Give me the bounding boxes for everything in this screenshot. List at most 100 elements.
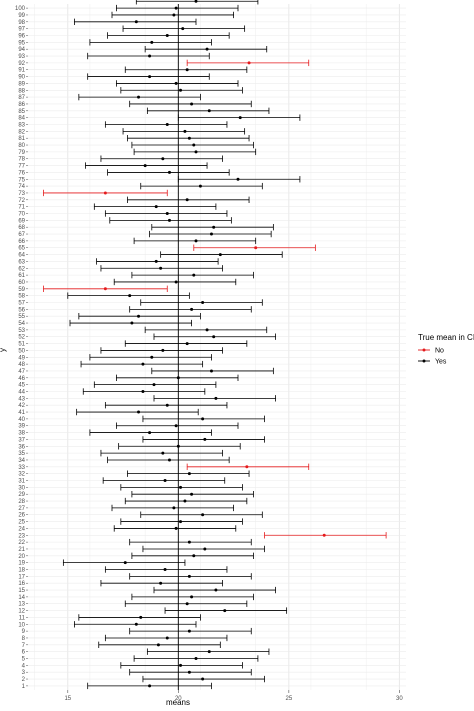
panel-background <box>28 4 406 690</box>
mean-point <box>165 33 169 37</box>
mean-point <box>212 335 216 339</box>
y-tick-label: 56 <box>18 307 25 313</box>
mean-point <box>123 561 127 565</box>
y-tick-label: 13 <box>18 602 25 608</box>
y-tick-label: 21 <box>18 547 25 553</box>
mean-point <box>198 184 202 188</box>
y-tick-label: 20 <box>18 554 25 560</box>
y-tick-label: 93 <box>18 54 25 60</box>
legend-title: True mean in CI <box>418 333 474 342</box>
x-axis: 15 20 25 30 <box>64 690 403 702</box>
y-tick-label: 35 <box>18 451 25 457</box>
mean-point <box>141 390 145 394</box>
legend-key-point <box>422 359 426 363</box>
mean-point <box>190 492 194 496</box>
y-tick-label: 71 <box>18 205 25 211</box>
y-tick-label: 15 <box>18 588 25 594</box>
y-tick-label: 75 <box>18 177 25 183</box>
y-tick-label: 92 <box>18 61 25 67</box>
mean-point <box>176 444 180 448</box>
y-tick-label: 25 <box>18 520 25 526</box>
y-tick-label: 47 <box>18 369 25 375</box>
mean-point <box>214 396 218 400</box>
y-tick-label: 53 <box>18 328 25 334</box>
y-tick-label: 63 <box>18 259 25 265</box>
mean-point <box>174 526 178 530</box>
mean-point <box>163 479 167 483</box>
y-tick-label: 38 <box>18 431 25 437</box>
mean-point <box>167 458 171 462</box>
y-axis-title: y <box>0 348 7 352</box>
y-tick-label: 40 <box>18 417 25 423</box>
legend-label: Yes <box>435 359 447 366</box>
mean-point <box>187 472 191 476</box>
mean-point <box>174 6 178 10</box>
mean-point <box>137 95 141 99</box>
y-tick-label: 42 <box>18 403 25 409</box>
mean-point <box>187 670 191 674</box>
y-tick-label: 37 <box>18 437 25 443</box>
y-tick-label: 64 <box>18 253 25 259</box>
mean-point <box>103 287 107 291</box>
y-tick-label: 94 <box>18 47 25 53</box>
mean-point <box>165 636 169 640</box>
y-tick-label: 36 <box>18 444 25 450</box>
mean-point <box>238 116 242 120</box>
mean-point <box>154 259 158 263</box>
mean-point <box>148 54 152 58</box>
mean-point <box>192 554 196 558</box>
mean-point <box>207 109 211 113</box>
mean-point <box>161 451 165 455</box>
mean-point <box>179 88 183 92</box>
mean-point <box>187 136 191 140</box>
mean-point <box>185 68 189 72</box>
mean-point <box>179 520 183 524</box>
y-tick-label: 17 <box>18 574 25 580</box>
mean-point <box>139 615 143 619</box>
y-tick-label: 97 <box>18 27 25 33</box>
mean-point <box>128 294 132 298</box>
mean-point <box>167 218 171 222</box>
y-tick-label: 59 <box>18 287 25 293</box>
mean-point <box>176 376 180 380</box>
mean-point <box>183 129 187 133</box>
y-tick-label: 78 <box>18 157 25 163</box>
y-tick-label: 26 <box>18 513 25 519</box>
mean-point <box>161 348 165 352</box>
mean-point <box>159 266 163 270</box>
y-tick-label: 23 <box>18 533 25 539</box>
y-tick-label: 87 <box>18 95 25 101</box>
interval-marks <box>43 0 387 690</box>
mean-point <box>137 410 141 414</box>
mean-point <box>203 547 207 551</box>
y-tick-label: 73 <box>18 191 25 197</box>
mean-point <box>201 677 205 681</box>
plot-panel <box>28 4 406 690</box>
y-tick-label: 7 <box>22 643 26 649</box>
mean-point <box>152 383 156 387</box>
y-tick-label: 96 <box>18 33 25 39</box>
mean-point <box>141 362 145 366</box>
mean-point <box>223 609 227 613</box>
x-tick-label: 15 <box>64 696 71 702</box>
y-tick-label: 90 <box>18 75 25 81</box>
y-tick-label: 61 <box>18 273 25 279</box>
mean-point <box>190 102 194 106</box>
mean-point <box>148 684 152 688</box>
y-axis: 1234567891011121314151617181920212223242… <box>15 6 28 690</box>
mean-point <box>207 650 211 654</box>
y-tick-label: 6 <box>22 650 26 656</box>
x-tick-label: 25 <box>285 696 292 702</box>
y-tick-label: 58 <box>18 294 25 300</box>
y-tick-label: 28 <box>18 499 25 505</box>
y-tick-label: 55 <box>18 314 25 320</box>
y-tick-label: 27 <box>18 506 25 512</box>
y-tick-label: 2 <box>22 677 26 683</box>
y-tick-label: 82 <box>18 129 25 135</box>
y-tick-label: 49 <box>18 355 25 361</box>
y-tick-label: 32 <box>18 472 25 478</box>
x-tick-label: 30 <box>396 696 403 702</box>
y-tick-label: 3 <box>22 670 26 676</box>
y-tick-label: 34 <box>18 458 25 464</box>
